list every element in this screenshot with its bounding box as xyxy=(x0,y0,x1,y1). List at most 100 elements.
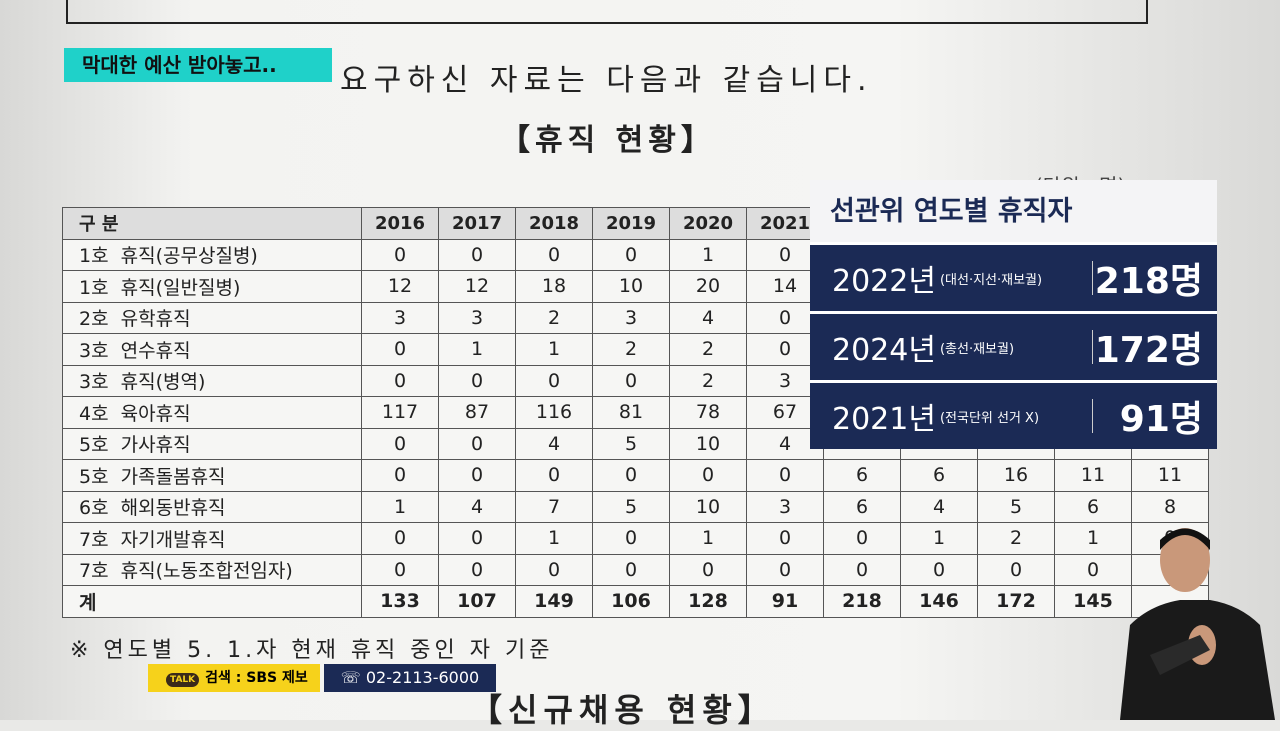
table-row: 5호 가족돌봄휴직 0 0 0 0 0 0 6 6 16 11 11 xyxy=(62,459,1209,492)
cell: 145 xyxy=(1054,585,1132,618)
cell: 0 xyxy=(438,364,516,397)
overlay-title: 선관위 연도별 휴직자 xyxy=(810,180,1217,244)
cell: 2 xyxy=(977,522,1055,555)
cell: 0 xyxy=(977,553,1055,586)
cell: 0 xyxy=(592,522,670,555)
cell: 5 xyxy=(592,427,670,460)
cell: 0 xyxy=(361,364,439,397)
cell: 107 xyxy=(438,585,516,618)
header-cell: 2018 xyxy=(515,207,593,240)
cell: 11 xyxy=(1054,459,1132,492)
row-label: 7호 휴직(노동조합전임자) xyxy=(62,553,362,586)
cell: 12 xyxy=(361,270,439,303)
cell: 1 xyxy=(515,333,593,366)
cell: 12 xyxy=(438,270,516,303)
cell: 10 xyxy=(592,270,670,303)
cell: 81 xyxy=(592,396,670,429)
cell: 0 xyxy=(515,364,593,397)
cell: 116 xyxy=(515,396,593,429)
cell: 0 xyxy=(438,238,516,271)
cell: 5 xyxy=(592,490,670,523)
overlay-list: 2022년 (대선·지선·재보궐) 218명 2024년 (총선·재보궐) 172명 202… xyxy=(810,242,1217,449)
row-label: 1호 휴직(일반질병) xyxy=(62,270,362,303)
cell: 218 xyxy=(823,585,901,618)
cell: 0 xyxy=(361,459,439,492)
cell: 0 xyxy=(592,553,670,586)
cell: 6 xyxy=(1054,490,1132,523)
row-label: 3호 휴직(병역) xyxy=(62,364,362,397)
next-title: 【신규채용 현황】 xyxy=(470,691,776,729)
cell: 146 xyxy=(900,585,978,618)
table-row: 계 133 107 149 106 128 91 218 146 172 145 xyxy=(62,585,1209,618)
row-label: 6호 해외동반휴직 xyxy=(62,490,362,523)
header-cell: 구 분 xyxy=(62,207,362,240)
row-label: 1호 휴직(공무상질병) xyxy=(62,238,362,271)
cell: 0 xyxy=(361,427,439,460)
footnote: ※ 연도별 5. 1.자 현재 휴직 중인 자 기준 xyxy=(70,638,554,663)
talk-badge: TALK xyxy=(166,673,200,687)
cell: 0 xyxy=(438,553,516,586)
cell: 0 xyxy=(592,238,670,271)
cell: 149 xyxy=(515,585,593,618)
cell: 0 xyxy=(900,553,978,586)
value: 91명 xyxy=(1119,399,1203,440)
cell: 4 xyxy=(438,490,516,523)
row-label: 5호 가사휴직 xyxy=(62,427,362,460)
cell: 0 xyxy=(438,459,516,492)
cell: 0 xyxy=(438,522,516,555)
cell: 0 xyxy=(361,333,439,366)
interpreter xyxy=(1120,528,1275,720)
cell: 6 xyxy=(823,459,901,492)
cell: 87 xyxy=(438,396,516,429)
year: 2024년 xyxy=(832,333,936,368)
cell: 0 xyxy=(823,522,901,555)
cell: 0 xyxy=(669,459,747,492)
cell: 5 xyxy=(977,490,1055,523)
cell: 4 xyxy=(900,490,978,523)
cell: 10 xyxy=(669,427,747,460)
row-label: 5호 가족돌봄휴직 xyxy=(62,459,362,492)
header-cell: 2017 xyxy=(438,207,516,240)
cell: 106 xyxy=(592,585,670,618)
cell: 11 xyxy=(1131,459,1209,492)
cell: 0 xyxy=(515,553,593,586)
year: 2021년 xyxy=(832,402,936,437)
cell: 0 xyxy=(592,459,670,492)
cell: 78 xyxy=(669,396,747,429)
cell: 0 xyxy=(438,427,516,460)
cell: 10 xyxy=(669,490,747,523)
cell: 0 xyxy=(361,553,439,586)
separator xyxy=(1092,330,1093,364)
search: 검색 : SBS 제보 xyxy=(205,670,308,686)
cell: 4 xyxy=(669,301,747,334)
cell: 1 xyxy=(361,490,439,523)
cell: 4 xyxy=(515,427,593,460)
cell: 3 xyxy=(438,301,516,334)
row-label: 3호 연수휴직 xyxy=(62,333,362,366)
overlay-row: 2021년 (전국단위 선거 X) 91명 xyxy=(810,380,1217,449)
ticker-phone: ☏ 02-2113-6000 xyxy=(324,664,496,692)
doc-title: 【휴직 현황】 xyxy=(500,123,716,158)
cell: 2 xyxy=(592,333,670,366)
cell: 0 xyxy=(746,522,824,555)
year: 2022년 xyxy=(832,264,936,299)
cell: 0 xyxy=(515,459,593,492)
cell: 3 xyxy=(746,490,824,523)
cell: 2 xyxy=(669,333,747,366)
intro: 요구하신 자료는 다음과 같습니다. xyxy=(340,63,873,98)
cell: 117 xyxy=(361,396,439,429)
header-cell: 2016 xyxy=(361,207,439,240)
row-label: 4호 육아휴직 xyxy=(62,396,362,429)
header-cell: 2019 xyxy=(592,207,670,240)
cell: 7 xyxy=(515,490,593,523)
cell: 20 xyxy=(669,270,747,303)
cell: 91 xyxy=(746,585,824,618)
cell: 1 xyxy=(438,333,516,366)
separator xyxy=(1092,261,1093,295)
cell: 1 xyxy=(1054,522,1132,555)
ticker-search: TALK 검색 : SBS 제보 xyxy=(148,664,320,692)
note: (총선·재보궐) xyxy=(939,341,1015,357)
cell: 1 xyxy=(515,522,593,555)
cell: 2 xyxy=(515,301,593,334)
note: (대선·지선·재보궐) xyxy=(939,272,1043,288)
